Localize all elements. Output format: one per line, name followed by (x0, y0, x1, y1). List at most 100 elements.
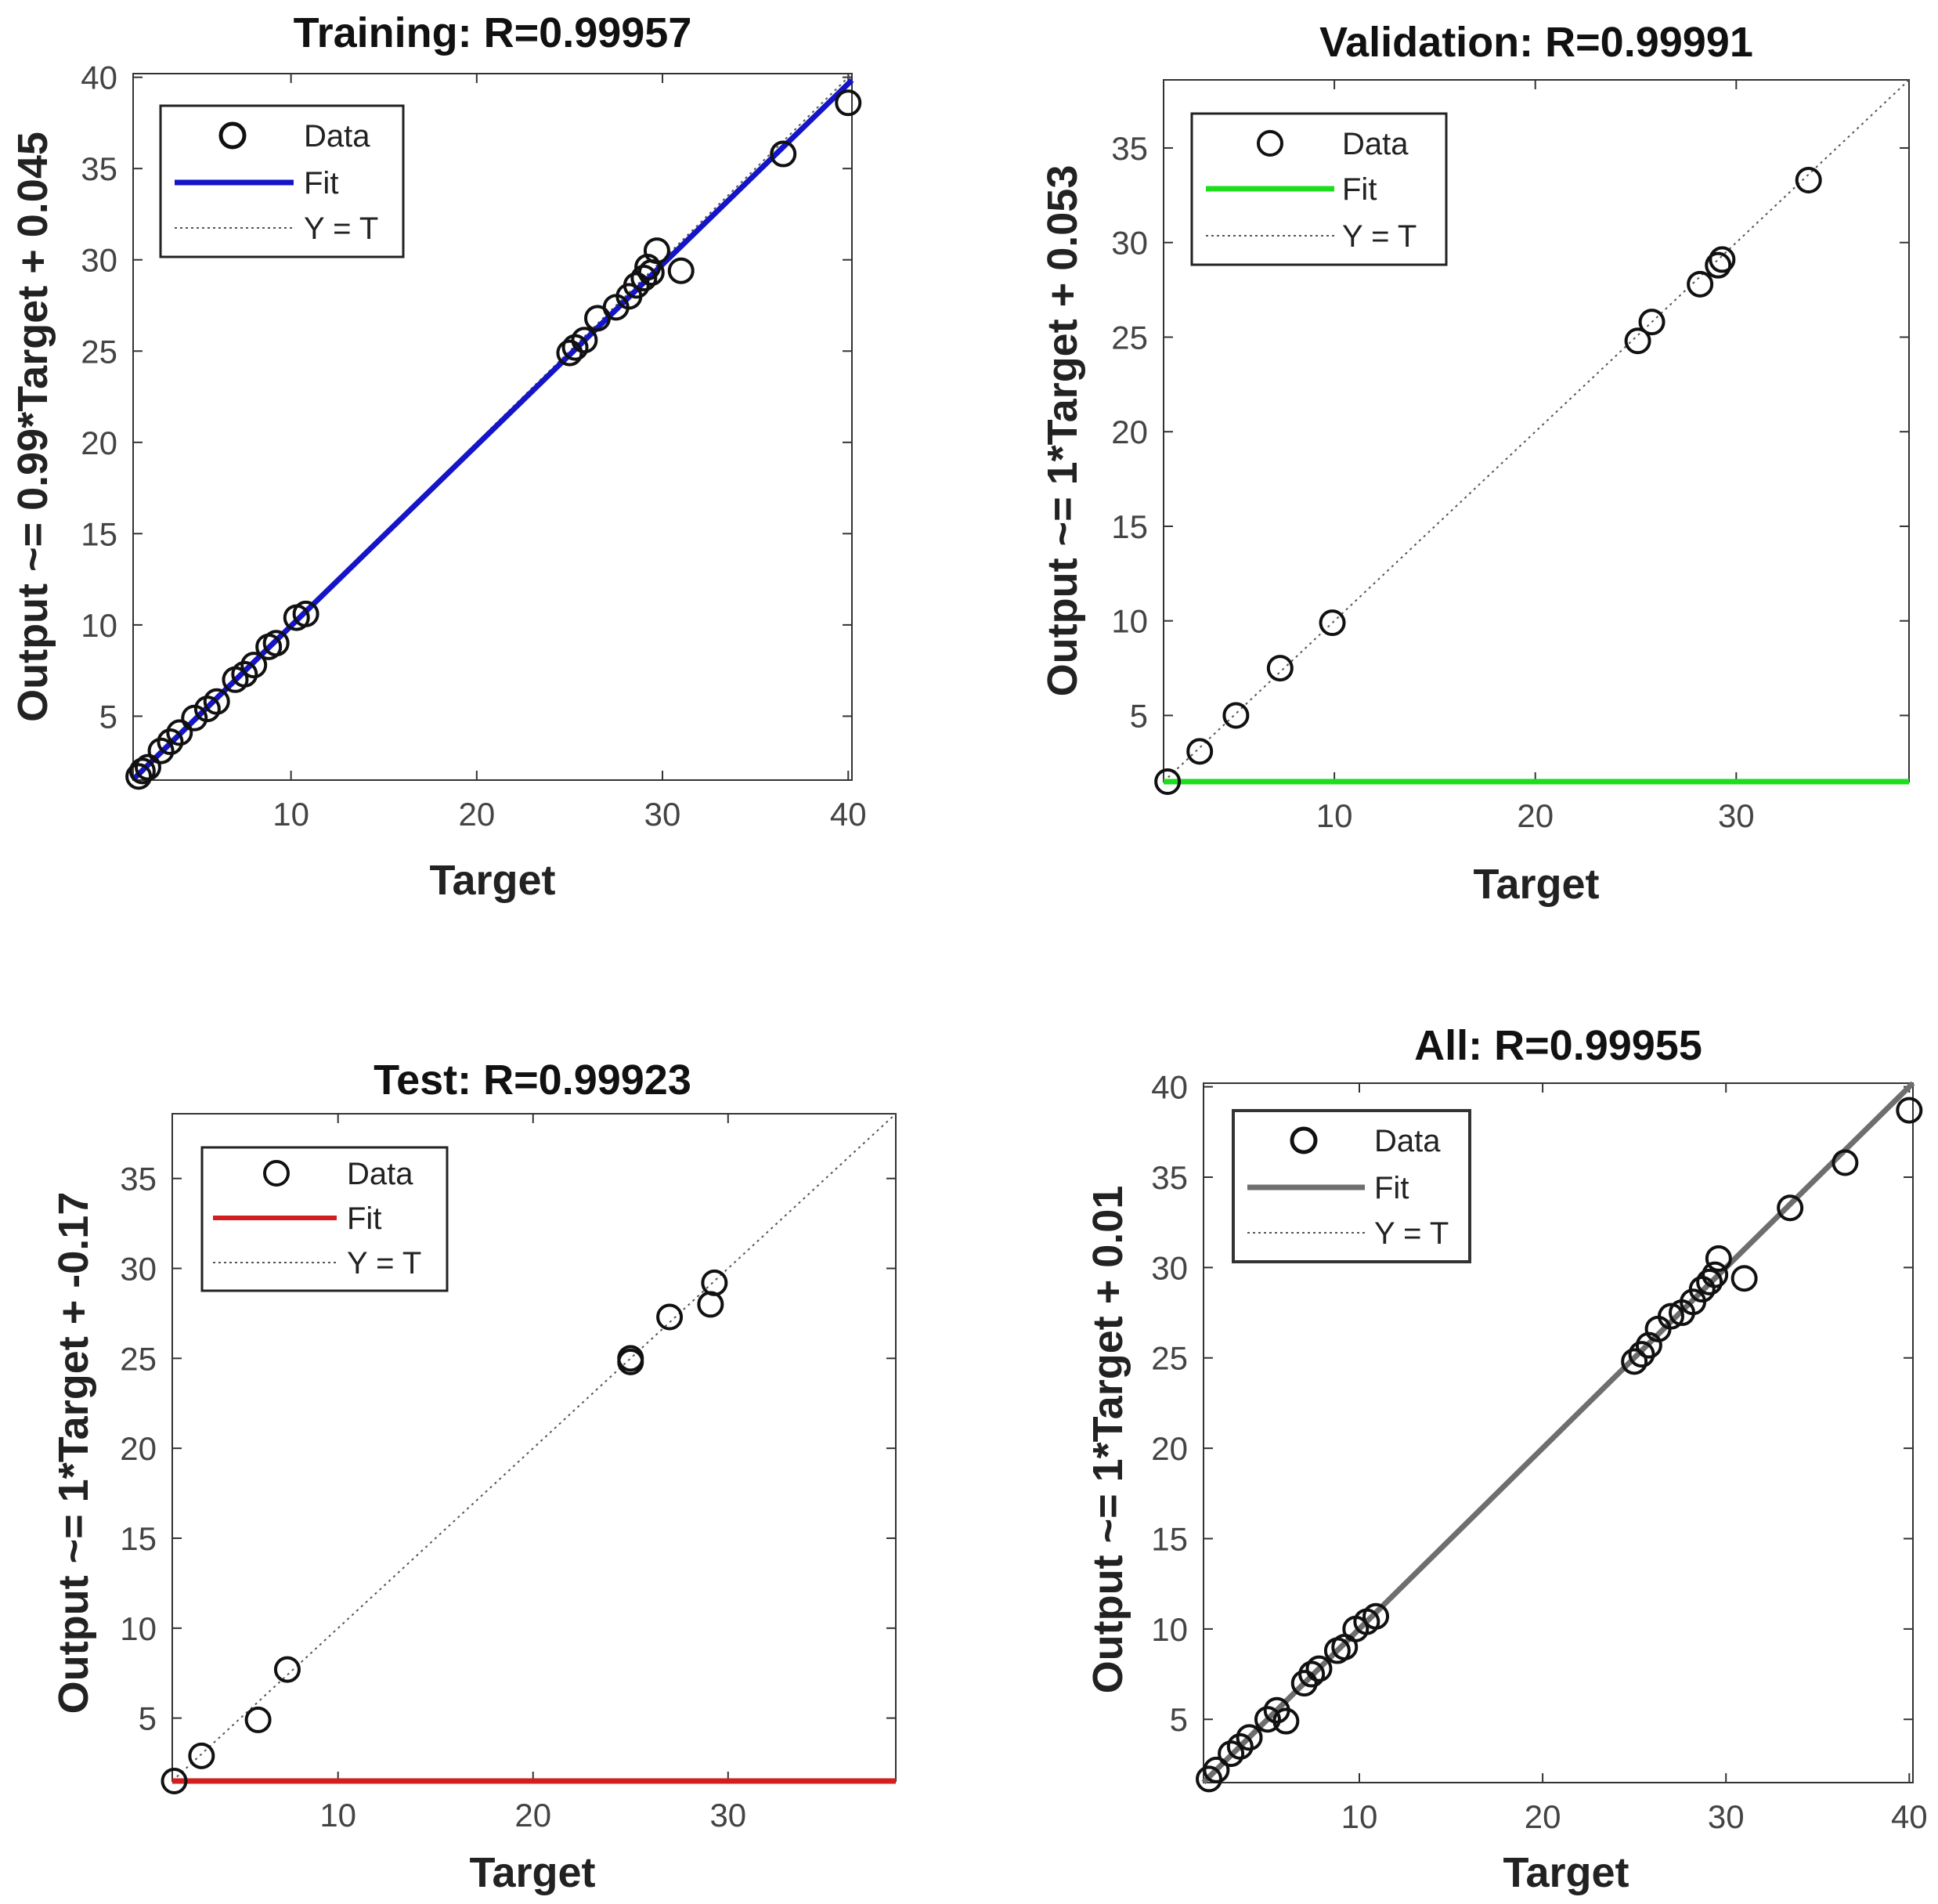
data-point (1362, 1602, 1390, 1630)
all-legend: Data Fit Y = T (1232, 1109, 1471, 1263)
data-point (240, 652, 268, 679)
all-plot-area: 10 20 30 40 5 10 15 20 25 30 35 40 (1151, 1069, 1927, 1835)
data-point (1196, 1765, 1223, 1793)
y-tick-label: 40 (81, 60, 117, 96)
y-tick-label: 20 (120, 1430, 157, 1467)
x-tick-label: 30 (1708, 1798, 1745, 1835)
legend-identity-label: Y = T (347, 1246, 421, 1281)
data-point (1222, 702, 1250, 729)
y-tick-label: 25 (81, 333, 117, 370)
y-tick-label: 5 (99, 698, 117, 735)
y-tick-label: 25 (120, 1340, 157, 1377)
data-point (1254, 1706, 1281, 1733)
data-point (1705, 251, 1732, 279)
data-point (630, 265, 658, 292)
data-point (1696, 1268, 1723, 1295)
legend-identity-label: Y = T (1342, 219, 1417, 254)
y-tick-label: 30 (81, 242, 117, 279)
data-point (1203, 1756, 1230, 1783)
data-point (1236, 1724, 1263, 1751)
x-tick-label: 10 (1316, 797, 1353, 834)
fit-line (131, 78, 854, 782)
y-tick-label: 5 (1170, 1701, 1188, 1738)
all-ylabel: Output ~= 1*Target + 0.01 (1084, 1186, 1131, 1694)
y-tick-label: 25 (1111, 319, 1148, 356)
x-tick-label: 40 (1891, 1798, 1928, 1835)
legend-data-marker (263, 1160, 290, 1187)
test-ylabel: Output ~= 1*Target + -0.17 (50, 1192, 97, 1714)
data-point (147, 737, 175, 764)
data-point (634, 254, 662, 281)
y-tick-label: 20 (81, 425, 117, 461)
data-point (1226, 1732, 1254, 1760)
y-tick-label: 35 (1111, 130, 1148, 167)
y-tick-label: 30 (1151, 1249, 1188, 1286)
data-point (835, 89, 862, 117)
data-point (125, 763, 153, 790)
y-tick-label: 5 (139, 1700, 157, 1737)
data-point (1705, 1245, 1732, 1272)
data-point (1896, 1097, 1923, 1124)
legend-data-label: Data (347, 1157, 413, 1191)
y-tick-label: 35 (81, 150, 117, 187)
y-tick-label: 10 (1151, 1611, 1188, 1648)
y-tick-label: 20 (1151, 1430, 1188, 1467)
data-point (770, 140, 797, 168)
legend-fit-label: Fit (304, 166, 338, 201)
x-tick-label: 20 (458, 796, 495, 833)
all-xlabel: Target (1503, 1849, 1629, 1896)
data-point (1624, 327, 1651, 355)
test-title: Test: R=0.99923 (374, 1057, 691, 1104)
data-point (1266, 655, 1294, 682)
test-legend: Data Fit Y = T (200, 1146, 449, 1292)
y-tick-label: 35 (1151, 1159, 1188, 1196)
validation-title: Validation: R=0.99991 (1319, 19, 1753, 66)
x-tick-label: 30 (644, 796, 681, 833)
data-point (1154, 768, 1182, 795)
x-tick-label: 10 (1341, 1798, 1378, 1835)
x-tick-label: 10 (272, 796, 309, 833)
y-tick-label: 25 (1151, 1340, 1188, 1377)
legend-fit-label: Fit (1342, 172, 1377, 207)
data-point (273, 1656, 301, 1683)
data-point (188, 1742, 215, 1769)
y-tick-label: 30 (120, 1250, 157, 1287)
data-point (617, 1348, 644, 1375)
data-point (1832, 1149, 1859, 1176)
x-tick-label: 30 (709, 1797, 746, 1834)
data-point (157, 728, 184, 756)
data-point (203, 688, 230, 715)
data-point (1319, 609, 1346, 637)
data-point (244, 1706, 272, 1733)
y-tick-label: 15 (120, 1520, 157, 1557)
y-tick-label: 15 (81, 515, 117, 552)
data-point (1298, 1660, 1326, 1688)
y-tick-label: 15 (1111, 508, 1148, 545)
x-tick-label: 10 (319, 1797, 356, 1834)
data-point (161, 1768, 188, 1794)
data-point (1795, 167, 1822, 193)
legend-identity-label: Y = T (1374, 1216, 1449, 1251)
data-point (1305, 1655, 1333, 1682)
validation-xlabel: Target (1473, 861, 1599, 908)
training-ylabel: Output ~= 0.99*Target + 0.045 (9, 132, 56, 722)
y-tick-label: 40 (1151, 1069, 1188, 1106)
legend-data-label: Data (1374, 1124, 1441, 1158)
y-tick-label: 10 (120, 1610, 157, 1647)
legend-fit-label: Fit (1374, 1171, 1409, 1205)
data-point (166, 719, 193, 746)
legend-data-label: Data (1342, 127, 1409, 161)
y-tick-label: 15 (1151, 1520, 1188, 1557)
data-point (292, 600, 319, 627)
identity-line (1163, 79, 1910, 782)
panel-test: Test: R=0.99923 Target Output ~= 1*Targe… (50, 1057, 897, 1896)
data-point (1621, 1348, 1648, 1375)
y-tick-label: 10 (81, 607, 117, 644)
data-point (231, 660, 258, 688)
data-point (1687, 270, 1714, 298)
validation-legend: Data Fit Y = T (1190, 112, 1448, 266)
training-xlabel: Target (429, 857, 555, 904)
data-point (1186, 738, 1214, 765)
x-tick-label: 20 (1525, 1798, 1561, 1835)
